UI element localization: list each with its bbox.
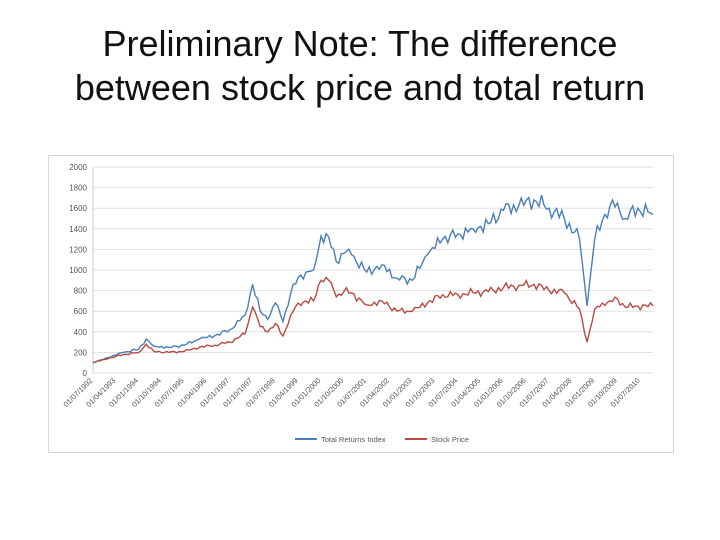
y-tick-label: 1800 [69,184,87,193]
y-tick-label: 200 [74,348,88,357]
line-chart: 0 200 400 600 800 1000 1200 1400 1600 1800 2000 01… [62,163,654,444]
gridlines [92,166,653,374]
y-tick-label: 1400 [69,225,87,234]
chart-frame: 0 200 400 600 800 1000 1200 1400 1600 1800 2000 01… [48,155,674,453]
y-tick-label: 1200 [69,245,87,254]
title-line-1: Preliminary Note: The difference [102,23,618,64]
series-line-total-returns-index [92,195,654,364]
y-tick-label: 1600 [69,204,87,213]
y-tick-label: 1000 [69,266,87,275]
x-axis-ticks: 01/07/199201/04/199301/01/199401/10/1994… [62,376,642,409]
legend: Total Returns Index Stock Price [295,435,469,444]
y-tick-label: 600 [74,307,88,316]
y-tick-label: 800 [74,287,88,296]
title-line-2: between stock price and total return [74,67,646,108]
legend-label: Stock Price [431,435,469,444]
y-tick-label: 2000 [69,163,87,172]
y-tick-label: 400 [74,328,88,337]
series-lines [92,195,654,364]
legend-label: Total Returns Index [321,435,386,444]
series-line-stock-price [92,276,654,364]
y-tick-label: 0 [83,369,88,378]
slide-title: Preliminary Note: The difference between… [20,22,700,110]
y-axis-ticks: 0 200 400 600 800 1000 1200 1400 1600 1800 2000 [69,163,87,378]
